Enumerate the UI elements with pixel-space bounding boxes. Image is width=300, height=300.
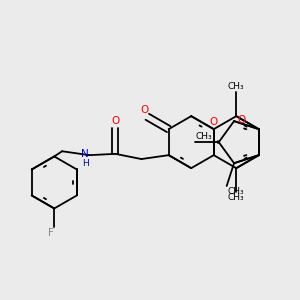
Text: CH₃: CH₃: [228, 193, 244, 202]
Text: O: O: [111, 116, 119, 126]
Text: O: O: [210, 117, 218, 127]
Text: O: O: [141, 105, 149, 115]
Text: N: N: [81, 149, 88, 159]
Text: CH₃: CH₃: [196, 132, 212, 141]
Text: F: F: [48, 228, 54, 238]
Text: CH₃: CH₃: [228, 82, 244, 91]
Text: CH₃: CH₃: [228, 187, 244, 196]
Text: O: O: [237, 115, 245, 125]
Text: H: H: [82, 160, 88, 169]
